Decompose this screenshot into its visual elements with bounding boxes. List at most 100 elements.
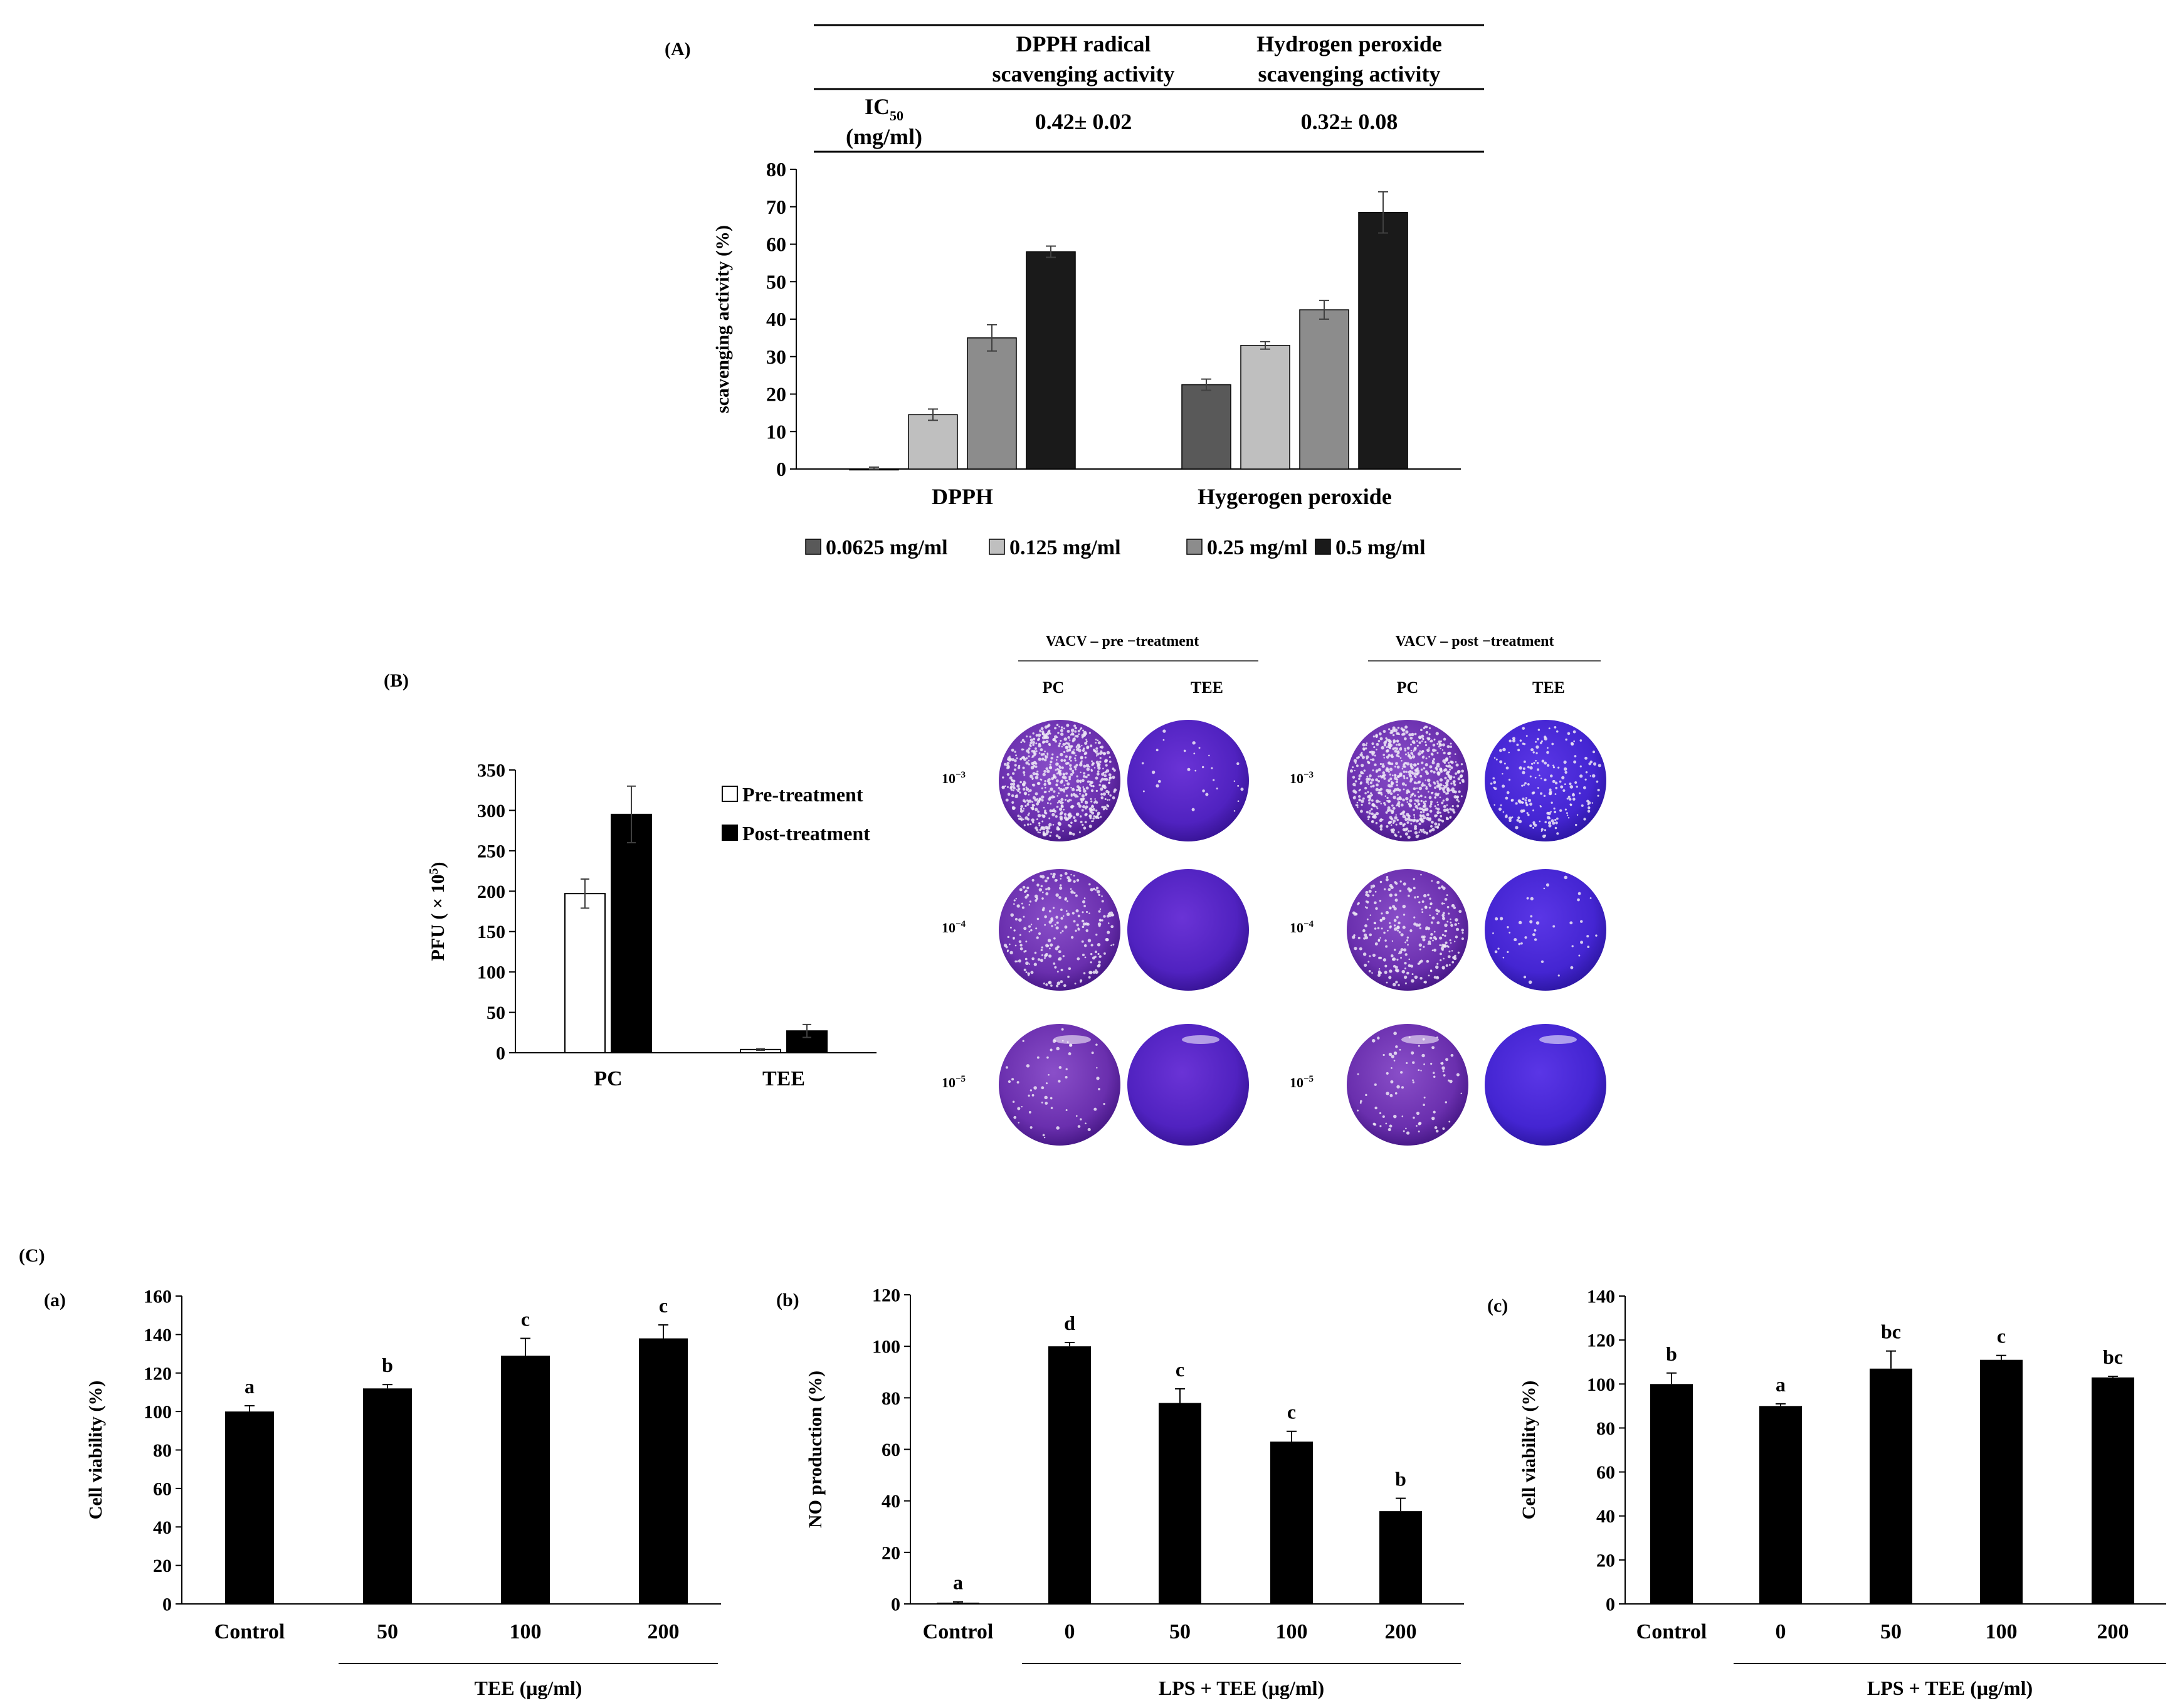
plaque-spot [1518, 920, 1522, 925]
plaque-spot [1428, 941, 1431, 944]
plaque-spot [1035, 776, 1039, 779]
plaque-spot [1060, 932, 1062, 934]
plaque-spot [1035, 772, 1038, 776]
plaque-spot [1409, 770, 1414, 774]
plaque-spot [1382, 958, 1387, 962]
plaque-spot [1026, 886, 1029, 890]
plaque-spot [1433, 758, 1436, 761]
plaque-spot [1216, 788, 1218, 790]
plaque-spot [1529, 920, 1533, 924]
plaque-spot [1412, 808, 1415, 811]
plaque-spot [1443, 791, 1446, 794]
plaque-spot [1108, 912, 1111, 914]
plaque-spot [1377, 775, 1380, 778]
plaque-spot [1108, 773, 1112, 777]
plaque-spot [1430, 739, 1433, 743]
plaque-spot [1492, 777, 1495, 780]
plaque-spot [1403, 765, 1406, 768]
plaque-spot [1419, 818, 1423, 821]
plaque-spot [1451, 950, 1453, 952]
plaque-spot [1352, 936, 1356, 939]
plaque-spot [1566, 812, 1568, 814]
plaque-spot [1108, 761, 1112, 763]
plaque-spot [1388, 1128, 1391, 1132]
plaque-spot [1537, 768, 1540, 771]
plaque-spot [1436, 976, 1438, 978]
plaque-spot [1381, 776, 1383, 779]
plaque-spot [1429, 942, 1431, 946]
plaque-spot [1383, 757, 1385, 759]
plaque-spot [1049, 766, 1052, 769]
plaque-spot [1385, 1122, 1388, 1125]
plaque-spot [1026, 735, 1028, 738]
plaque-spot [1013, 768, 1017, 771]
plaque-spot [1390, 817, 1394, 821]
plaque-spot [1068, 758, 1071, 761]
plaque-spot [1042, 827, 1046, 831]
plaque-spot [1050, 757, 1053, 760]
plaque-spot [1058, 769, 1060, 771]
plaque-spot [1414, 769, 1418, 772]
plaque-spot [1194, 769, 1197, 772]
plaque-spot [1083, 772, 1086, 775]
plaque-spot [1437, 803, 1440, 806]
plaque-spot [1041, 820, 1044, 823]
plaque-spot [1097, 741, 1101, 745]
plaque-spot [1056, 1126, 1060, 1130]
plaque-spot [1436, 752, 1439, 754]
plaque-spot [1383, 744, 1387, 747]
plaque-spot [1056, 826, 1060, 829]
plaque-spot [1569, 798, 1572, 801]
plaque-spot [1404, 784, 1407, 786]
plaque-spot [1421, 908, 1423, 910]
plaque-spot [1014, 759, 1017, 762]
chart-a-legend-swatch [805, 539, 821, 555]
plaque-spot [1043, 783, 1046, 786]
plaque-spot [1527, 766, 1530, 769]
plaque-spot [1366, 742, 1368, 744]
plaque-spot [1413, 781, 1416, 784]
plaque-group-header: VACV – pre −treatment [1046, 633, 1199, 650]
plaque-spot [1448, 751, 1451, 755]
plaque-spot [1066, 724, 1070, 727]
plaque-spot [1043, 826, 1045, 828]
plaque-spot [1036, 770, 1039, 773]
plaque-spot [1052, 872, 1056, 877]
plaque-spot [1539, 774, 1540, 777]
chart-cb-category-label: 0 [1065, 1620, 1075, 1643]
chart-b-y-tick-label: 150 [477, 922, 505, 942]
plaque-spot [1419, 811, 1423, 814]
plaque-spot [1023, 818, 1024, 821]
plaque-spot [1508, 778, 1511, 781]
plaque-spot [1555, 786, 1558, 789]
plaque-spot [1070, 936, 1074, 939]
plaque-spot [1103, 1103, 1105, 1105]
plaque-spot [1431, 748, 1436, 752]
plaque-spot [1428, 818, 1431, 821]
plaque-spot [1108, 779, 1111, 781]
plaque-spot [1410, 744, 1412, 746]
plaque-spot [1083, 905, 1086, 907]
plaque-spot [1041, 875, 1045, 879]
plaque-spot [1377, 767, 1381, 772]
plaque-spot [1107, 930, 1110, 934]
plaque-spot [1364, 747, 1367, 750]
plaque-spot [1546, 816, 1551, 820]
plaque-spot [1028, 974, 1029, 976]
plaque-spot [1403, 914, 1406, 916]
plaque-spot [1085, 807, 1087, 809]
plaque-spot [1033, 761, 1037, 764]
plaque-spot [1053, 796, 1056, 798]
plaque-spot [1361, 772, 1363, 775]
plaque-spot [1403, 1130, 1405, 1132]
plaque-spot [1358, 789, 1361, 792]
plaque-spot [1393, 924, 1396, 927]
plaque-spot [1555, 821, 1558, 825]
plaque-spot [1022, 788, 1026, 791]
plaque-spot [1406, 746, 1410, 750]
plaque-spot [1068, 878, 1072, 882]
plaque-column-label: TEE [1532, 678, 1565, 697]
plaque-spot [1357, 1109, 1359, 1112]
plaque-spot [1373, 813, 1377, 817]
plaque-spot [1378, 732, 1382, 735]
